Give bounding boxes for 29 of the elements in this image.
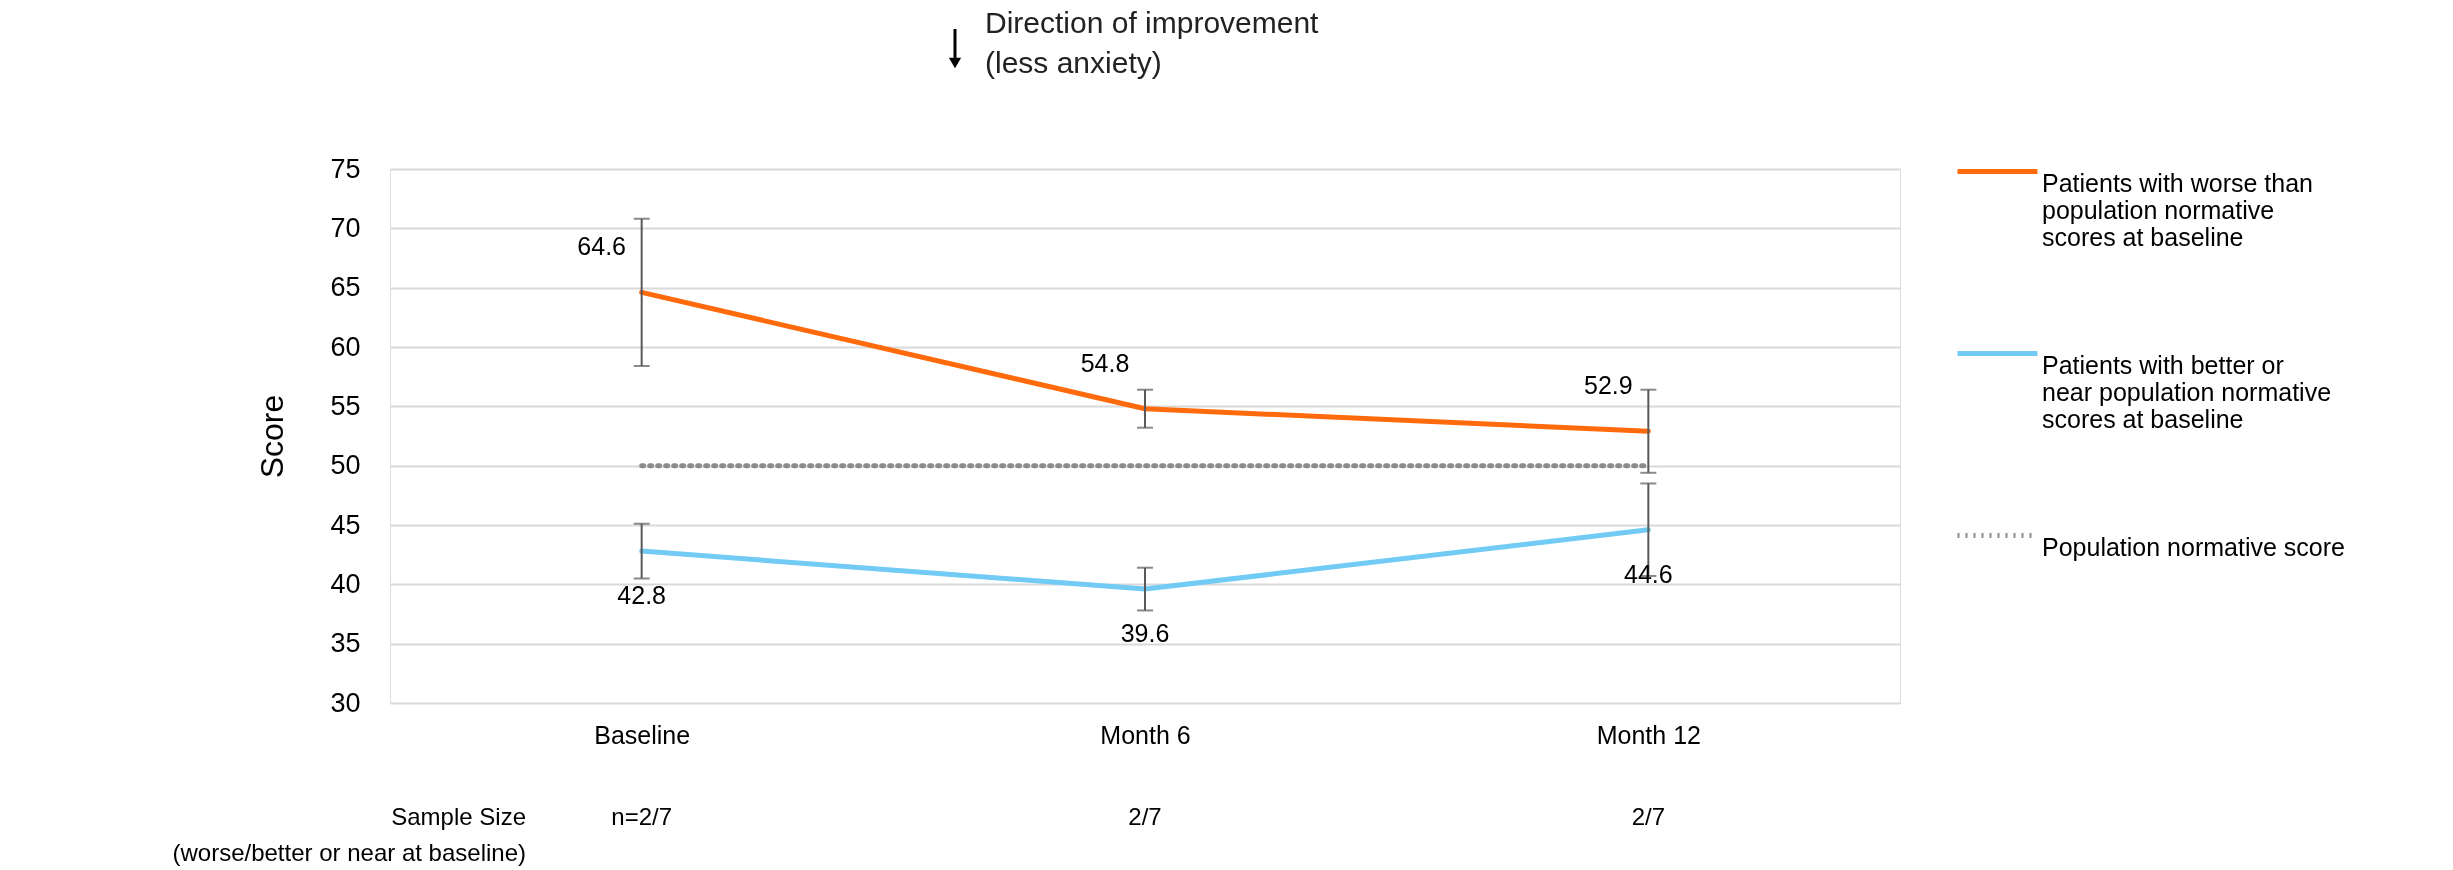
- data-label: 54.8: [1080, 348, 1130, 377]
- text: (worse/better or near at baseline): [172, 839, 526, 866]
- chart-title: Direction of improvement (less anxiety): [985, 6, 1320, 79]
- text: 2/7: [1631, 803, 1666, 830]
- y-tick-label: 30: [330, 687, 361, 718]
- legend-label: Patients with worse than population normative scores at baseline: [2042, 168, 2313, 251]
- data-label: 39.6: [1120, 619, 1170, 648]
- data-label: 42.8: [617, 581, 666, 610]
- y-tick-label: 55: [330, 390, 361, 421]
- legend-label: Patients with better or near population normative scores at baseline: [2042, 350, 2332, 433]
- y-tick-label: 65: [330, 272, 361, 303]
- y-axis-title: Score: [254, 394, 291, 479]
- y-tick-label: 70: [330, 212, 361, 243]
- y-tick-label: 40: [330, 568, 361, 599]
- data-label: 52.9: [1584, 371, 1633, 400]
- legend-label: Population normative score: [2042, 532, 2345, 561]
- x-tick-label: Baseline: [594, 720, 691, 749]
- y-tick-label: 45: [330, 509, 361, 540]
- text: 2/7: [1128, 803, 1162, 830]
- text: n=2/7: [611, 803, 673, 830]
- x-tick-label: Month 12: [1596, 720, 1701, 749]
- data-label: 64.6: [577, 232, 626, 261]
- x-tick-label: Month 6: [1100, 720, 1191, 749]
- data-label: 44.6: [1624, 559, 1673, 588]
- y-tick-label: 75: [330, 153, 361, 184]
- y-tick-label: 35: [330, 628, 361, 659]
- y-tick-label: 60: [330, 331, 361, 362]
- text: Sample Size: [391, 803, 526, 830]
- y-tick-label: 50: [330, 450, 361, 481]
